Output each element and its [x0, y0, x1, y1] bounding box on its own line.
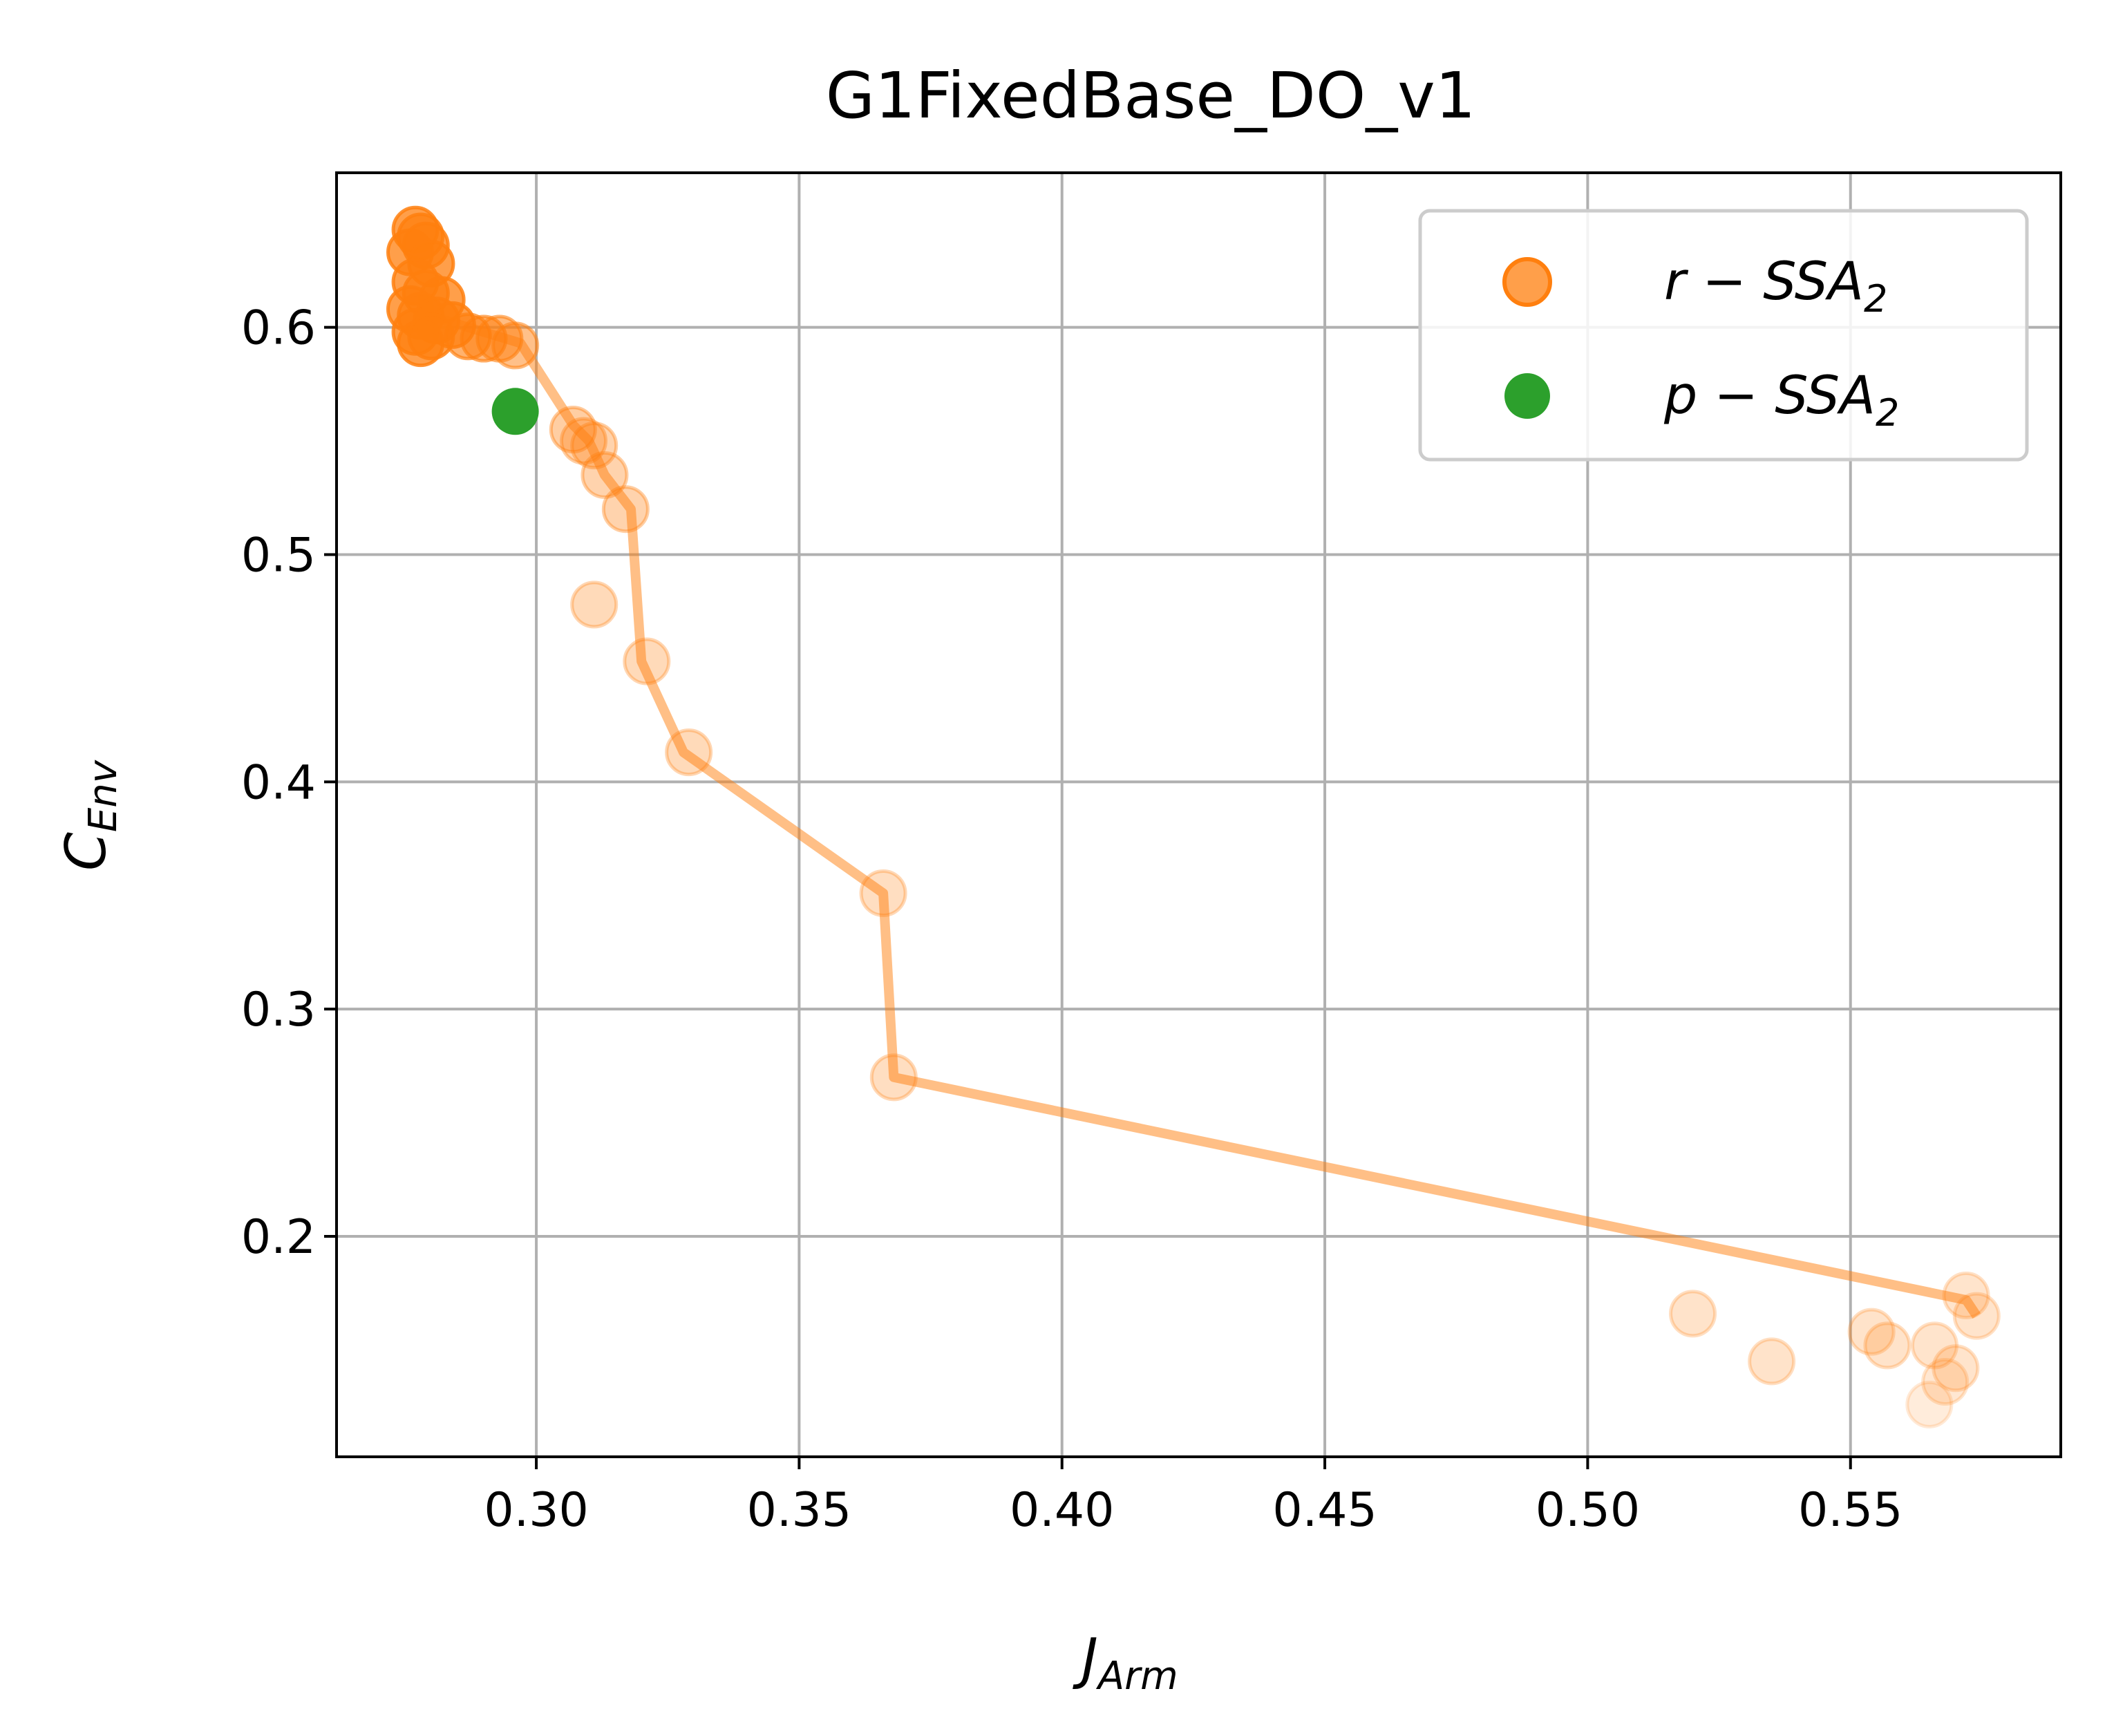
y-tick-label: 0.3 — [241, 983, 316, 1037]
y-tick-label: 0.2 — [241, 1210, 316, 1265]
r-ssa2-point — [1932, 1344, 1980, 1393]
x-tick-label: 0.45 — [1272, 1483, 1377, 1538]
chart-title: G1FixedBase_DO_v1 — [826, 59, 1475, 133]
legend: r − SSA2 p − SSA2 — [1418, 209, 2029, 462]
x-tick-label: 0.40 — [1010, 1483, 1114, 1538]
r-ssa2-point — [1847, 1308, 1896, 1356]
r-ssa2-point — [1748, 1337, 1796, 1386]
front-line — [414, 306, 1981, 1319]
r-ssa2-point — [1942, 1272, 1990, 1320]
r-ssa2-point — [1910, 1321, 1958, 1370]
r-ssa2-point — [549, 406, 597, 454]
legend-marker-p-ssa2 — [1504, 373, 1550, 419]
r-ssa2-point — [1669, 1290, 1717, 1338]
r-ssa2-point — [1905, 1380, 1954, 1428]
r-ssa2-point — [570, 422, 619, 470]
front-line-path — [414, 306, 1981, 1319]
r-ssa2-point — [580, 451, 629, 499]
y-axis-label: CEnv — [54, 760, 126, 871]
r-ssa2-point — [1921, 1357, 1970, 1406]
p-ssa2-point — [491, 388, 539, 435]
r-ssa2-point — [491, 321, 540, 370]
y-tick-label: 0.6 — [241, 301, 316, 356]
y-tick-label: 0.5 — [241, 528, 316, 583]
plot-frame — [335, 171, 2062, 1458]
r-ssa2-point — [665, 728, 713, 777]
legend-box — [1418, 209, 2029, 462]
x-axis-label: JArm — [1072, 1627, 1178, 1699]
r-ssa2-point — [859, 869, 907, 917]
r-ssa2-point — [623, 637, 671, 686]
x-tick-label: 0.55 — [1798, 1483, 1903, 1538]
x-axis: 0.30 0.35 0.40 0.45 0.50 0.55 — [484, 1457, 1903, 1538]
y-axis: 0.2 0.3 0.4 0.5 0.6 — [241, 301, 337, 1265]
x-tick-label: 0.35 — [747, 1483, 851, 1538]
x-tick-label: 0.50 — [1536, 1483, 1640, 1538]
r-ssa2-point — [1952, 1292, 2001, 1340]
r-ssa2-point — [869, 1053, 918, 1102]
scatter-points — [386, 205, 2001, 1428]
legend-label-p-ssa2: p − SSA2 — [1663, 364, 1899, 435]
r-ssa2-point — [601, 485, 650, 534]
legend-label-r-ssa2: r − SSA2 — [1664, 250, 1887, 321]
r-ssa2-point — [570, 581, 619, 629]
x-tick-label: 0.30 — [484, 1483, 588, 1538]
r-ssa2-point — [560, 417, 608, 465]
y-tick-label: 0.4 — [241, 755, 316, 810]
r-ssa2-point — [1863, 1321, 1912, 1370]
legend-marker-r-ssa2 — [1502, 257, 1552, 307]
